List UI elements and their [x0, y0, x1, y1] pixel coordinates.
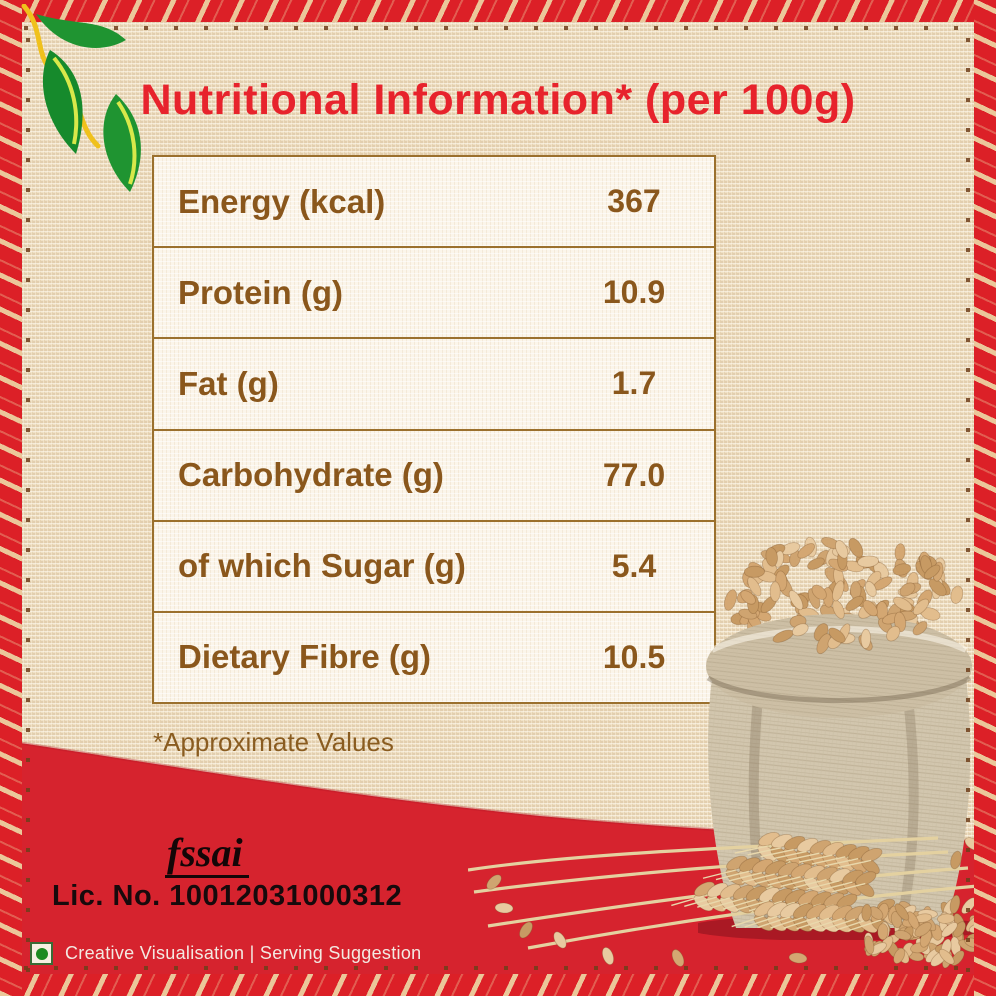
- row-value: 10.9: [602, 274, 666, 311]
- row-value: 77.0: [602, 456, 666, 493]
- stitch-dots-top: [24, 26, 972, 30]
- stitched-border-top: [0, 0, 996, 22]
- row-label: Carbohydrate (g): [178, 456, 444, 494]
- row-label: of which Sugar (g): [178, 547, 466, 585]
- stitch-dots-bottom: [24, 966, 972, 970]
- stitch-dots-left: [26, 24, 30, 972]
- footer-caption: Creative Visualisation | Serving Suggest…: [30, 942, 421, 965]
- row-label: Protein (g): [178, 273, 343, 311]
- stitched-border-bottom: [0, 974, 996, 996]
- caption-text: Creative Visualisation | Serving Suggest…: [65, 943, 422, 963]
- row-value: 10.5: [602, 638, 666, 675]
- approximate-values-note: *Approximate Values: [153, 727, 394, 757]
- table-row: Energy (kcal) 367: [154, 157, 714, 249]
- nutrition-table: Energy (kcal) 367 Protein (g) 10.9 Fat (…: [152, 155, 716, 704]
- row-label: Fat (g): [178, 364, 279, 402]
- row-value: 367: [607, 183, 661, 220]
- table-row: Carbohydrate (g) 77.0: [154, 431, 714, 522]
- stitched-border-left: [0, 0, 22, 996]
- wheat-ears-image: [468, 831, 996, 969]
- license-number: Lic. No. 10012031000312: [52, 880, 403, 912]
- fssai-logo: fssai: [165, 833, 249, 878]
- row-label: Energy (kcal): [178, 182, 386, 220]
- row-value: 1.7: [611, 365, 657, 402]
- row-value: 5.4: [611, 547, 657, 584]
- stitch-dots-right: [966, 24, 970, 972]
- stitched-border-right: [974, 0, 996, 996]
- page-title: Nutritional Information* (per 100g): [140, 76, 856, 124]
- table-row: Fat (g) 1.7: [154, 339, 714, 431]
- table-row: Protein (g) 10.9: [154, 248, 714, 340]
- row-label: Dietary Fibre (g): [178, 638, 432, 676]
- table-row: Dietary Fibre (g) 10.5: [154, 613, 714, 702]
- veg-mark-icon: [30, 942, 53, 965]
- table-row: of which Sugar (g) 5.4: [154, 522, 714, 613]
- wheat-sack-image: [698, 536, 980, 940]
